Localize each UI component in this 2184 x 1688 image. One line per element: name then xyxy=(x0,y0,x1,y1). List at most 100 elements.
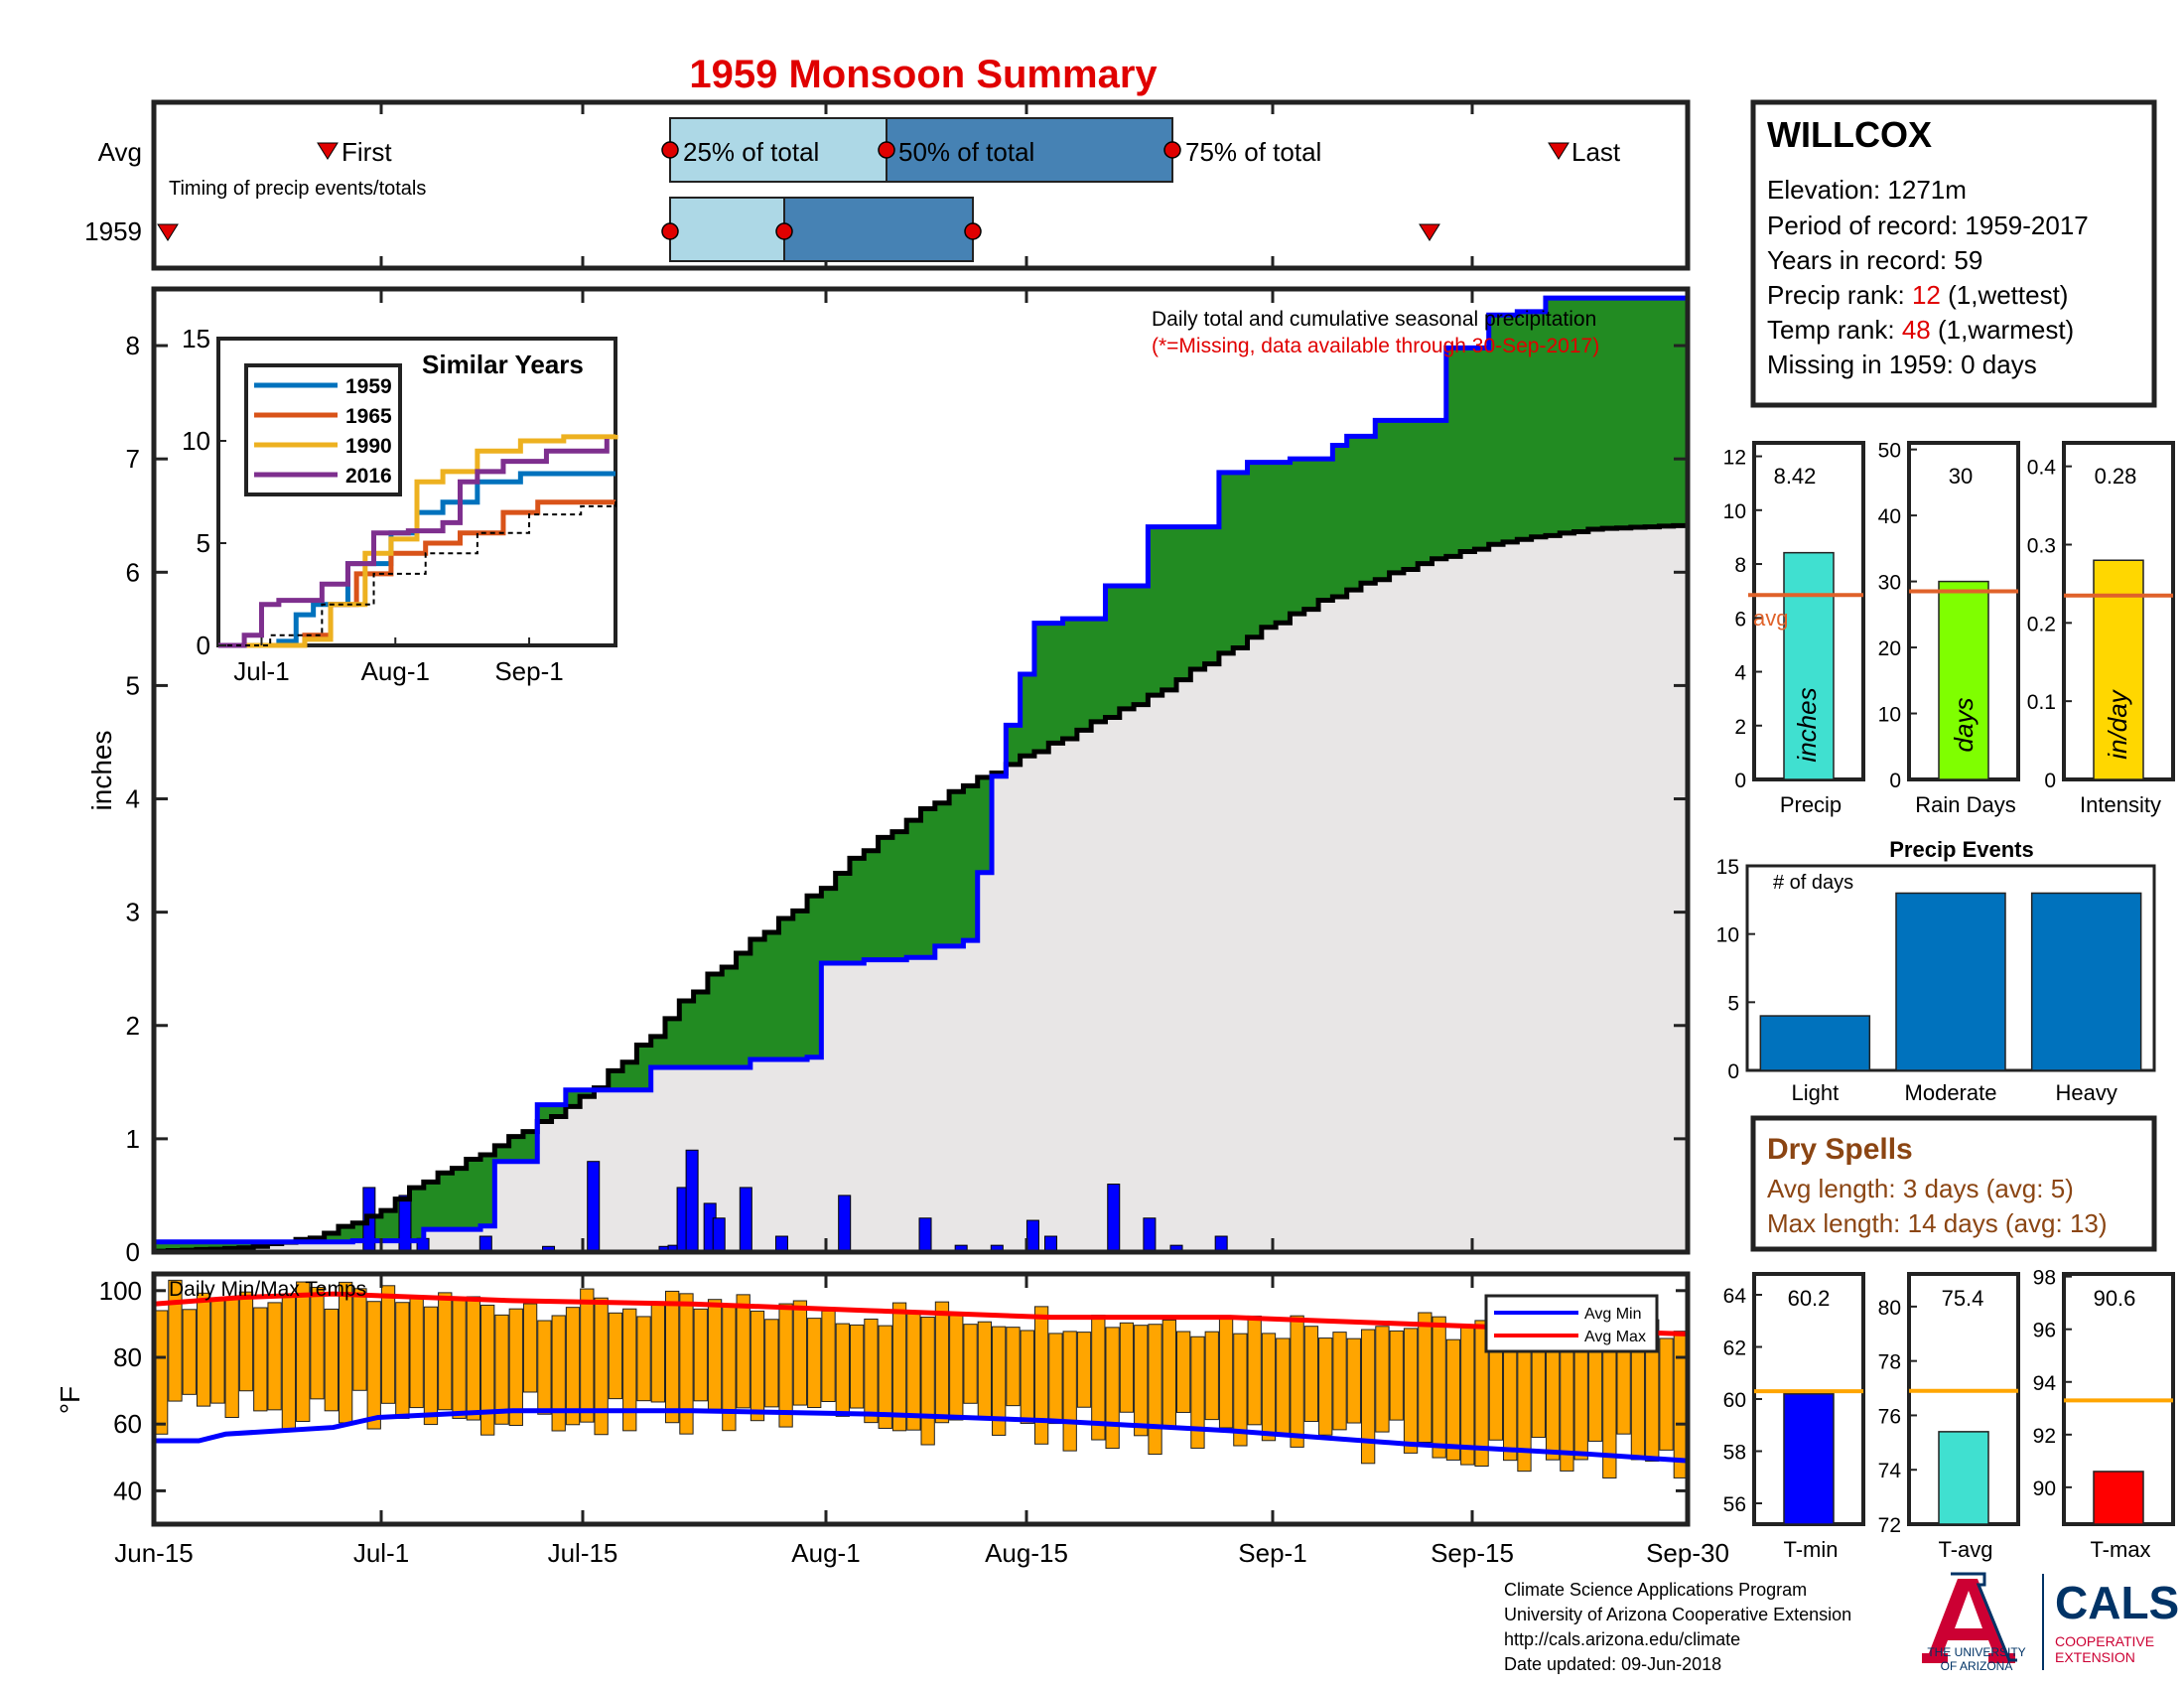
temp-bar xyxy=(168,1279,183,1402)
temp-bar xyxy=(423,1306,439,1426)
temp-bar xyxy=(438,1292,453,1411)
temp-bar xyxy=(778,1303,793,1428)
daily-precip-bar xyxy=(712,1217,726,1253)
temp-y-tick-label: 100 xyxy=(99,1276,142,1306)
temp-summary-y-tick-label: 94 xyxy=(2033,1372,2057,1395)
temp-bar xyxy=(494,1314,509,1425)
station-missing: Missing in 1959: 0 days xyxy=(1767,350,2037,379)
inset-title: Similar Years xyxy=(422,350,584,379)
inset-y-tick-label: 0 xyxy=(197,631,210,660)
year-50-marker xyxy=(775,222,793,240)
year-last-marker xyxy=(1419,223,1440,241)
season-bar-precip xyxy=(1783,551,1835,780)
year-25-50-box xyxy=(669,197,785,262)
temp-bar xyxy=(1474,1320,1489,1468)
temp-bar xyxy=(636,1316,651,1402)
temp-bar xyxy=(380,1285,396,1404)
timing-panel: Avg 1959 First Last Timing of precip eve… xyxy=(84,99,1691,271)
events-title: Precip Events xyxy=(1889,837,2034,862)
inset-avg-line xyxy=(218,499,616,646)
x-axis: Jun-15 Jul-1 Jul-15 Aug-1 Aug-15 Sep-1 Sep-15 S… xyxy=(114,289,1729,1568)
temps-label: Daily Min/Max Temps xyxy=(169,1278,366,1301)
temp-bar xyxy=(395,1302,410,1419)
temp-bar xyxy=(1161,1319,1177,1428)
temp-bar xyxy=(821,1310,836,1402)
events-x-label: Moderate xyxy=(1905,1080,1997,1105)
raindays-unit: days xyxy=(1949,698,1979,753)
season-y-tick-label: 8 xyxy=(1734,554,1746,577)
y-tick-label: 1 xyxy=(126,1124,140,1154)
events-bar-heavy xyxy=(2030,892,2142,1071)
missing-note: (*=Missing, data available through 30-Se… xyxy=(1152,335,1599,357)
temp-bar xyxy=(878,1325,892,1429)
temp-bar xyxy=(1616,1342,1631,1435)
inset-legend-label: 1965 xyxy=(345,405,392,428)
avg-25-50-box xyxy=(669,117,887,183)
temp-bar xyxy=(1247,1315,1262,1426)
daily-precip-bar xyxy=(739,1187,752,1253)
season-y-tick-label: 30 xyxy=(1878,572,1901,595)
events-bar-light xyxy=(1759,1015,1871,1071)
avg-last-marker xyxy=(1548,142,1570,160)
tmax-value: 90.6 xyxy=(2094,1286,2136,1311)
temp-bar xyxy=(1148,1324,1162,1456)
season-y-tick-label: 0 xyxy=(1889,770,1901,792)
temp-bar xyxy=(679,1293,694,1435)
tmax-label: T-max xyxy=(2090,1537,2150,1562)
temp-bar xyxy=(1318,1337,1333,1436)
temp-y-tick-label: 60 xyxy=(113,1409,142,1439)
temp-bar xyxy=(338,1281,353,1424)
temp-bar xyxy=(352,1288,367,1391)
intensity-panel-label: Intensity xyxy=(2080,792,2161,817)
daily-precip-bars xyxy=(362,1149,1228,1253)
temp-summary-y-tick-label: 96 xyxy=(2033,1320,2056,1342)
temp-summary-bar-t-avg xyxy=(1938,1431,1989,1525)
tmin-label: T-min xyxy=(1784,1537,1839,1562)
precip-panel-label: Precip xyxy=(1780,792,1842,817)
temp-bar xyxy=(296,1281,311,1423)
temp-bar xyxy=(750,1310,765,1422)
temp-bar xyxy=(650,1304,666,1403)
p75-label: 75% of total xyxy=(1185,137,1321,167)
events-y-tick-label: 15 xyxy=(1716,856,1739,879)
y-tick-label: 8 xyxy=(126,331,140,360)
temp-bar xyxy=(1545,1344,1561,1461)
inset-line-1965 xyxy=(218,499,615,648)
temp-bar xyxy=(1290,1315,1304,1448)
events-y-tick-label: 0 xyxy=(1727,1060,1739,1083)
temp-bar xyxy=(1176,1331,1191,1413)
temp-bar xyxy=(1303,1326,1319,1423)
temp-bar xyxy=(736,1294,751,1409)
temp-bar xyxy=(792,1300,808,1406)
station-years: Years in record: 59 xyxy=(1767,245,1982,275)
station-temp-rank: Temp rank: 48 (1,warmest) xyxy=(1767,315,2074,345)
inset-y-tick-label: 5 xyxy=(197,528,210,558)
season-y-tick-label: 12 xyxy=(1723,447,1746,470)
temp-bar xyxy=(1218,1318,1234,1429)
timing-row-year: 1959 xyxy=(84,216,142,246)
x-tick-label: Sep-1 xyxy=(1238,1538,1306,1568)
inset-y-tick-label: 10 xyxy=(182,426,210,456)
temp-bar xyxy=(238,1291,254,1392)
daily-precip-bar xyxy=(1025,1219,1039,1253)
temp-bar xyxy=(1659,1337,1674,1451)
temp-bar xyxy=(1261,1333,1277,1442)
temp-bar xyxy=(182,1309,197,1395)
temp-bar xyxy=(310,1286,325,1400)
ua-logo-text1: THE UNIVERSITY xyxy=(1927,1645,2025,1659)
temp-summary-y-tick-label: 62 xyxy=(1723,1337,1746,1360)
temp-bar xyxy=(622,1308,637,1432)
temp-bar xyxy=(1573,1337,1588,1461)
temp-bar xyxy=(551,1315,566,1432)
events-x-label: Light xyxy=(1791,1080,1839,1105)
inset-line-1990 xyxy=(218,434,618,648)
avg-25-marker xyxy=(661,141,679,159)
daily-precip-bar xyxy=(587,1161,601,1253)
similar-years-inset: 0 5 10 15 Jul-1 Aug-1 Sep-1 1959 1965 1990 2016 S… xyxy=(182,324,618,686)
dry-title: Dry Spells xyxy=(1767,1133,1913,1166)
timing-note: Timing of precip events/totals xyxy=(169,178,426,200)
footer-line3: http://cals.arizona.edu/climate xyxy=(1504,1629,1740,1649)
temp-bar xyxy=(1119,1322,1135,1413)
temp-bar xyxy=(537,1320,552,1415)
season-y-tick-label: 0.2 xyxy=(2027,613,2056,635)
